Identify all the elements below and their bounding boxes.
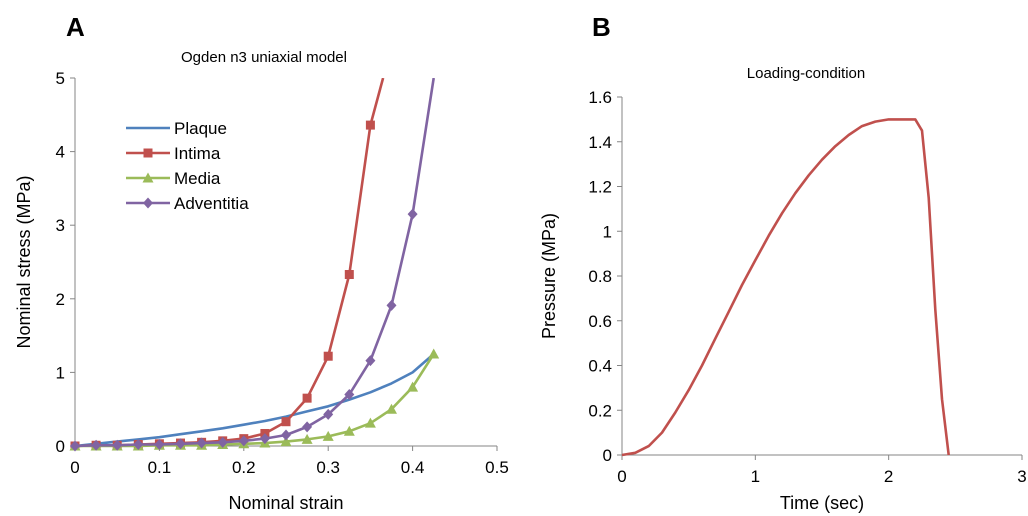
chart-b-y-tick-label: 1 [603, 222, 612, 241]
chart-a-series-adventitia-point [344, 388, 355, 400]
chart-b-x-axis-label: Time (sec) [780, 493, 864, 513]
chart-b-y-tick-label: 1.4 [588, 133, 612, 152]
chart-a-series-media-point [322, 430, 334, 441]
chart-a-series-adventitia-point [302, 421, 313, 433]
chart-a-series-adventitia-line [74, 78, 435, 448]
chart-b-x-tick-label: 1 [751, 467, 760, 486]
chart-a-series-plaque-line [74, 353, 435, 448]
panel-a-letter: A [66, 12, 85, 42]
chart-b-title: Loading-condition [747, 65, 865, 82]
chart-a-series-intima-line [74, 78, 385, 448]
chart-a-series-adventitia-point [154, 439, 165, 451]
chart-a-series-media-point [386, 403, 397, 414]
chart-a-series-media-point [280, 436, 292, 447]
chart-a-series-media-point [428, 348, 440, 359]
chart-a-x-tick-label: 0.3 [316, 458, 340, 477]
chart-a-y-tick-label: 3 [56, 216, 65, 235]
chart-a-x-tick-label: 0.1 [148, 458, 172, 477]
chart-a-legend-intima-label: Intima [174, 144, 221, 163]
chart-b: 0 0.2 0.4 0.6 0.8 1 1.2 1.4 1.6 0 1 2 3 Loading-condi… [539, 65, 1027, 513]
chart-b-series-series-1-line [621, 118, 950, 457]
chart-a-legend-adventitia-label: Adventitia [174, 194, 249, 213]
chart-a-series-intima-point [281, 417, 291, 427]
chart-a-y-tick-label: 1 [56, 363, 65, 382]
chart-a-legend-media-marker [142, 172, 154, 183]
chart-a-series-adventitia-point [70, 440, 80, 452]
chart-b-y-tick-label: 0 [603, 446, 612, 465]
chart-a-legend-plaque-label: Plaque [174, 119, 227, 138]
chart-b-y-tick-label: 0.4 [588, 357, 612, 376]
chart-a-series-adventitia-point [217, 436, 228, 448]
chart-a-series-intima-point [302, 393, 312, 403]
chart-a-series-media-point [301, 433, 313, 444]
chart-b-y-tick-label: 1.2 [588, 178, 612, 197]
chart-a-series-adventitia-point [407, 208, 418, 220]
chart-a-series-adventitia-point [238, 435, 249, 447]
chart-a-series-adventitia-point [365, 355, 376, 367]
chart-b-y-axis-label: Pressure (MPa) [539, 213, 559, 339]
chart-a-x-axis-label: Nominal strain [228, 493, 343, 513]
chart-b-y-tick-label: 0.2 [588, 401, 612, 420]
chart-a-y-tick-label: 5 [56, 69, 65, 88]
chart-a-series-intima-point [365, 120, 375, 130]
chart-a-series-intima-point [323, 351, 333, 361]
chart-a-series-adventitia-point [196, 437, 207, 449]
chart-a-legend-media-label: Media [174, 169, 221, 188]
chart-a-y-tick-label: 0 [56, 437, 65, 456]
chart-a-series-media-point [343, 425, 355, 436]
chart-a-series-media-line [75, 353, 435, 448]
chart-a-x-tick-label: 0.2 [232, 458, 256, 477]
chart-a-legend-adventitia-marker [143, 197, 153, 209]
chart-b-y-tick-label: 1.6 [588, 88, 612, 107]
chart-a-series-adventitia-point [112, 439, 123, 451]
chart-a-y-tick-label: 4 [56, 143, 65, 162]
chart-a-series-adventitia-point [91, 439, 102, 451]
chart-a-series-media-point [407, 381, 419, 392]
chart-b-y-tick-label: 0.8 [588, 267, 612, 286]
chart-a-series-media-point [364, 417, 376, 428]
panel-b-letter: B [592, 12, 611, 42]
chart-b-x-tick-label: 0 [617, 467, 626, 486]
chart-a-series-adventitia-point [133, 439, 144, 451]
chart-a-series-adventitia-point [259, 433, 270, 445]
chart-a-series-adventitia-point [281, 429, 291, 441]
chart-a-title: Ogden n3 uniaxial model [181, 49, 347, 66]
chart-a-x-tick-label: 0.5 [485, 458, 509, 477]
chart-a-x-tick-label: 0 [70, 458, 79, 477]
chart-a-series-adventitia-point [175, 438, 186, 450]
chart-a-x-tick-label: 0.4 [401, 458, 425, 477]
chart-a-y-axis-label: Nominal stress (MPa) [14, 175, 34, 348]
chart-a: 0 1 2 3 4 5 0 0.1 0.2 0.3 0.4 0.5 Ogden n3 uniaxial … [14, 49, 509, 513]
chart-a-legend-intima-marker [143, 148, 153, 158]
chart-a-series-adventitia-point [386, 299, 397, 311]
chart-a-series-intima-point [344, 270, 354, 280]
chart-a-y-tick-label: 2 [56, 290, 65, 309]
chart-a-series-adventitia-point [323, 408, 334, 420]
chart-b-y-tick-label: 0.6 [588, 312, 612, 331]
chart-b-x-tick-label: 3 [1017, 467, 1026, 486]
chart-b-x-tick-label: 2 [884, 467, 893, 486]
